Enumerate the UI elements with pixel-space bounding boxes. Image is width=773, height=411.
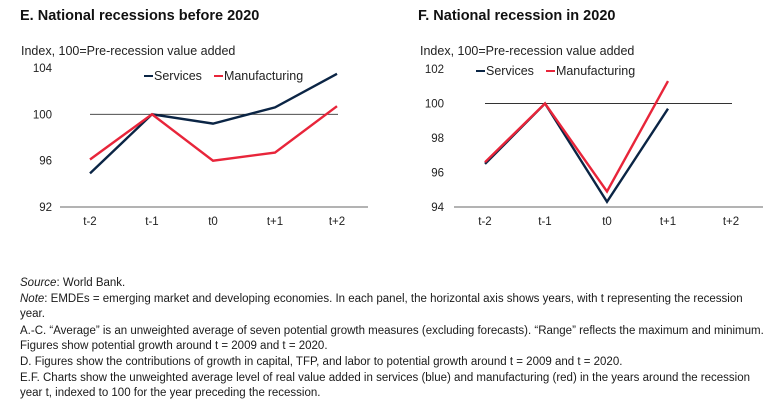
chart-e-title: E. National recessions before 2020: [20, 8, 260, 24]
note-panels-e-f: E.F. Charts show the unweighted average …: [20, 372, 751, 400]
x-tick-label: t0: [602, 216, 612, 228]
y-tick-label: 92: [39, 202, 52, 214]
legend-swatch-services: [144, 74, 153, 78]
x-tick-label: t-2: [478, 216, 491, 228]
note-label: Note: [20, 293, 45, 306]
x-tick-label: t-2: [83, 216, 96, 228]
note-panels-a-c: A.-C. “Average” is an unweighted average…: [20, 324, 764, 352]
note-text: : EMDEs = emerging market and developing…: [20, 293, 743, 321]
legend-label-manufacturing: Manufacturing: [223, 69, 304, 83]
chart-f-ylabel: Index, 100=Pre-recession value added: [420, 44, 635, 58]
series-line-manufacturing: [89, 105, 338, 162]
chart-f-plot: 94 96 98 100 102 t-2 t-1 t0 t+1 t+2: [425, 64, 763, 228]
series-line-services: [484, 101, 670, 205]
chart-e-legend: Services Manufacturing: [144, 69, 303, 83]
y-tick-label: 100: [425, 99, 444, 111]
series-line-manufacturing: [484, 80, 670, 194]
general-note: Note: EMDEs = emerging market and develo…: [20, 292, 765, 322]
chart-f-title: F. National recession in 2020: [418, 8, 616, 24]
y-tick-label: 96: [39, 156, 52, 168]
legend-label-manufacturing: Manufacturing: [555, 64, 636, 78]
y-tick-label: 102: [425, 64, 444, 76]
legend-item-manufacturing: Manufacturing: [213, 69, 304, 83]
x-tick-label: t+1: [660, 216, 676, 228]
legend-item-manufacturing: Manufacturing: [545, 64, 636, 78]
x-tick-label: t+1: [267, 216, 283, 228]
chart-e-plot: 92 96 100 104 t-2 t-1 t0 t+1 t+2: [33, 63, 368, 228]
x-tick-label: t+2: [723, 216, 739, 228]
figure-notes: Source: World Bank. Note: EMDEs = emergi…: [20, 276, 765, 403]
series-line-services: [89, 72, 338, 175]
legend-item-services: Services: [476, 64, 534, 78]
note-panel-d: D. Figures show the contributions of gro…: [20, 356, 623, 369]
y-tick-label: 98: [431, 133, 444, 145]
source-label: Source: [20, 277, 57, 289]
legend-swatch-manufacturing: [545, 69, 555, 73]
legend-swatch-services: [476, 69, 485, 73]
charts-canvas: 92 96 100 104 t-2 t-1 t0 t+1 t+2 94 96 98 100 102 t-2 t…: [33, 63, 763, 228]
legend-label-services: Services: [154, 69, 202, 83]
y-tick-label: 100: [33, 109, 52, 121]
x-tick-label: t+2: [329, 216, 345, 228]
y-tick-label: 94: [431, 202, 444, 214]
source-text: : World Bank.: [56, 277, 126, 289]
legend-label-services: Services: [486, 64, 534, 78]
legend-swatch-manufacturing: [213, 74, 223, 78]
y-tick-label: 104: [33, 63, 53, 75]
source-note: Source: World Bank.: [20, 276, 765, 291]
x-tick-label: t-1: [145, 216, 158, 228]
legend-item-services: Services: [144, 69, 202, 83]
x-tick-label: t-1: [538, 216, 551, 228]
chart-f-legend: Services Manufacturing: [476, 64, 635, 78]
y-tick-label: 96: [431, 168, 444, 180]
chart-e-ylabel: Index, 100=Pre-recession value added: [21, 44, 236, 58]
x-tick-label: t0: [208, 216, 218, 228]
